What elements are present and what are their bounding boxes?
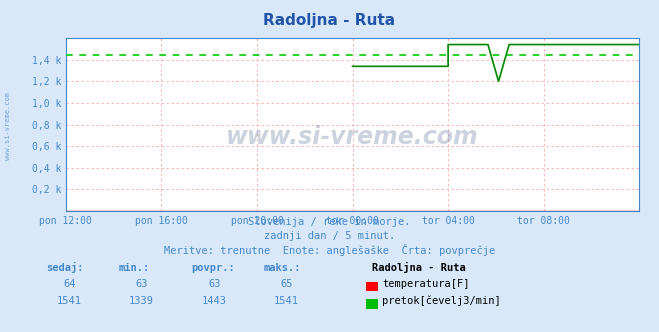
Text: maks.:: maks.: bbox=[264, 263, 301, 273]
Text: povpr.:: povpr.: bbox=[191, 263, 235, 273]
Text: 63: 63 bbox=[136, 279, 148, 289]
Text: 65: 65 bbox=[281, 279, 293, 289]
Text: Meritve: trenutne  Enote: anglešaške  Črta: povprečje: Meritve: trenutne Enote: anglešaške Črta… bbox=[164, 244, 495, 256]
Text: 1443: 1443 bbox=[202, 296, 227, 306]
Text: Radoljna - Ruta: Radoljna - Ruta bbox=[264, 13, 395, 28]
Text: pretok[čevelj3/min]: pretok[čevelj3/min] bbox=[382, 296, 501, 306]
Text: Slovenija / reke in morje.: Slovenija / reke in morje. bbox=[248, 217, 411, 227]
Text: www.si-vreme.com: www.si-vreme.com bbox=[5, 92, 11, 160]
Text: zadnji dan / 5 minut.: zadnji dan / 5 minut. bbox=[264, 231, 395, 241]
Text: Radoljna - Ruta: Radoljna - Ruta bbox=[372, 262, 466, 273]
Text: 63: 63 bbox=[208, 279, 220, 289]
Text: 1541: 1541 bbox=[57, 296, 82, 306]
Text: temperatura[F]: temperatura[F] bbox=[382, 279, 470, 289]
Text: sedaj:: sedaj: bbox=[46, 262, 84, 273]
Text: www.si-vreme.com: www.si-vreme.com bbox=[226, 124, 479, 149]
Text: 1541: 1541 bbox=[274, 296, 299, 306]
Text: min.:: min.: bbox=[119, 263, 150, 273]
Text: 1339: 1339 bbox=[129, 296, 154, 306]
Text: 64: 64 bbox=[63, 279, 75, 289]
